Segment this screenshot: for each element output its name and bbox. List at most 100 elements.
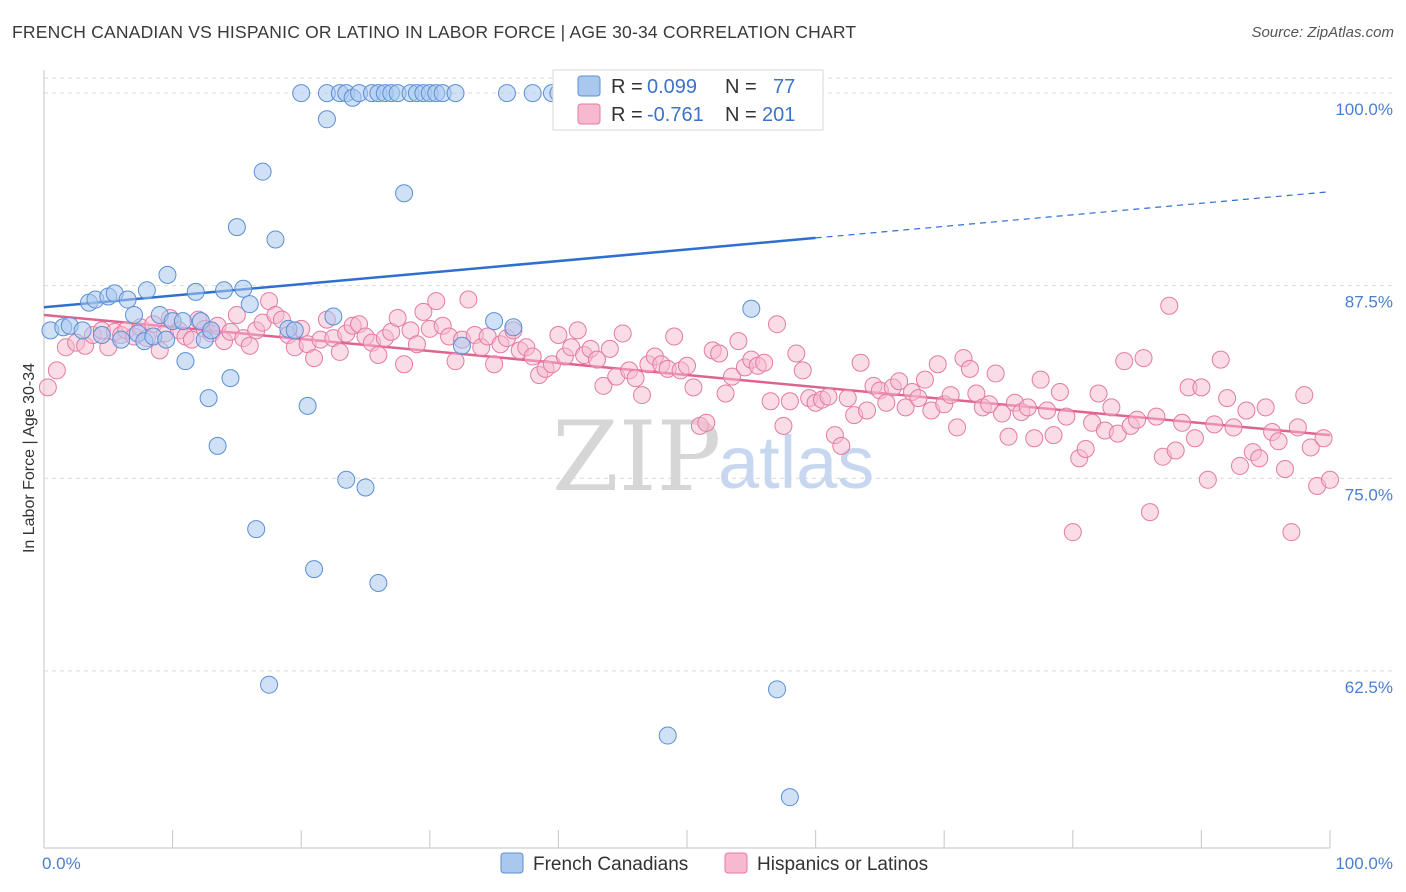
- data-point-hispanic: [697, 413, 716, 432]
- data-point-french-canadian: [324, 307, 343, 326]
- data-point-hispanic: [678, 356, 696, 375]
- data-point-hispanic: [729, 332, 748, 351]
- data-point-french-canadian: [523, 84, 542, 103]
- data-point-french-canadian: [215, 281, 234, 300]
- data-point-hispanic: [485, 355, 504, 374]
- data-point-hispanic: [1038, 401, 1057, 420]
- data-point-hispanic: [716, 384, 735, 403]
- legend-n-label-1: N =: [725, 76, 757, 98]
- data-point-hispanic: [896, 398, 915, 417]
- data-point-french-canadian: [240, 295, 259, 314]
- data-point-hispanic: [755, 353, 774, 372]
- series-legend-swatch-blue: [500, 852, 524, 874]
- data-point-hispanic: [986, 364, 1005, 383]
- data-point-french-canadian: [452, 336, 471, 355]
- data-point-french-canadian: [176, 352, 195, 371]
- data-point-hispanic: [414, 302, 433, 321]
- data-point-french-canadian: [504, 318, 523, 337]
- data-point-french-canadian: [305, 560, 324, 579]
- data-point-hispanic: [993, 404, 1012, 423]
- data-point-hispanic: [1076, 439, 1095, 458]
- data-point-hispanic: [915, 370, 934, 389]
- y-tick-label: 75.0%: [1345, 485, 1393, 504]
- data-point-french-canadian: [73, 321, 92, 340]
- data-point-hispanic: [793, 361, 812, 380]
- data-point-hispanic: [600, 339, 619, 358]
- data-point-french-canadian: [260, 675, 279, 694]
- data-point-french-canadian: [118, 290, 137, 309]
- data-point-hispanic: [1301, 438, 1320, 457]
- data-point-hispanic: [1115, 352, 1134, 371]
- x-tick-label-max: 100.0%: [1335, 854, 1393, 873]
- data-point-hispanic: [1089, 384, 1108, 403]
- data-point-french-canadian: [768, 680, 787, 699]
- data-point-hispanic: [388, 309, 407, 328]
- data-point-hispanic: [665, 327, 684, 346]
- y-axis-label: In Labor Force | Age 30-34: [21, 363, 38, 553]
- series-legend-french-canadians: French Canadians: [533, 854, 688, 875]
- watermark: ZIP atlas: [552, 401, 874, 513]
- data-point-french-canadian: [234, 279, 253, 298]
- y-tick-label: 87.5%: [1345, 293, 1393, 312]
- data-point-hispanic: [626, 369, 645, 388]
- data-point-hispanic: [369, 346, 388, 365]
- data-point-french-canadian: [202, 321, 221, 340]
- data-point-hispanic: [459, 290, 478, 309]
- legend-box: R = 0.099 N = 77 R = -0.761 N = 201: [552, 69, 824, 131]
- data-point-hispanic: [1102, 398, 1121, 417]
- data-point-hispanic: [427, 292, 446, 311]
- data-point-hispanic: [1237, 401, 1256, 420]
- data-point-hispanic: [1269, 432, 1288, 451]
- data-point-french-canadian: [173, 312, 192, 331]
- data-point-hispanic: [877, 393, 896, 412]
- data-point-hispanic: [568, 321, 587, 340]
- data-point-hispanic: [613, 324, 632, 343]
- series-legend-swatch-pink: [724, 852, 748, 874]
- data-point-hispanic: [1250, 449, 1269, 468]
- data-point-hispanic: [1147, 407, 1166, 426]
- y-tick-label: 100.0%: [1335, 100, 1393, 119]
- data-point-hispanic: [330, 342, 349, 361]
- data-point-hispanic: [1134, 349, 1153, 368]
- legend-r-label-2: R =: [611, 104, 643, 126]
- data-point-french-canadian: [298, 396, 317, 415]
- data-point-french-canadian: [247, 520, 266, 539]
- data-point-french-canadian: [137, 281, 156, 300]
- data-point-french-canadian: [125, 305, 144, 324]
- data-point-french-canadian: [780, 788, 799, 807]
- data-point-hispanic: [768, 315, 787, 334]
- data-point-french-canadian: [253, 162, 272, 181]
- data-point-hispanic: [832, 436, 851, 455]
- data-point-hispanic: [761, 392, 780, 411]
- data-point-french-canadian: [485, 312, 504, 331]
- data-point-french-canadian: [446, 84, 465, 103]
- data-point-hispanic: [980, 395, 999, 414]
- data-point-hispanic: [407, 335, 426, 354]
- chart-title: FRENCH CANADIAN VS HISPANIC OR LATINO IN…: [12, 22, 857, 42]
- data-point-french-canadian: [285, 321, 304, 340]
- legend-swatch-blue: [577, 75, 601, 97]
- data-point-french-canadian: [208, 436, 227, 455]
- data-point-hispanic: [1218, 389, 1237, 408]
- legend-n-label-2: N =: [725, 104, 757, 126]
- series-legend-hispanics: Hispanics or Latinos: [757, 854, 928, 875]
- data-point-french-canadian: [112, 330, 131, 349]
- data-point-hispanic: [941, 386, 960, 405]
- data-point-french-canadian: [292, 84, 311, 103]
- data-point-hispanic: [1295, 386, 1314, 405]
- data-point-french-canadian: [157, 330, 176, 349]
- data-point-hispanic: [1282, 523, 1301, 542]
- data-point-hispanic: [1256, 398, 1275, 417]
- data-point-hispanic: [909, 389, 928, 408]
- data-point-hispanic: [1211, 350, 1230, 369]
- data-point-hispanic: [1128, 410, 1147, 429]
- y-tick-label: 62.5%: [1345, 678, 1393, 697]
- data-point-hispanic: [47, 361, 66, 380]
- data-point-hispanic: [1063, 523, 1082, 542]
- data-point-french-canadian: [658, 726, 677, 745]
- data-point-hispanic: [1275, 460, 1294, 479]
- trend-line-solid: [43, 236, 816, 309]
- data-point-hispanic: [858, 401, 877, 420]
- data-point-hispanic: [1057, 407, 1076, 426]
